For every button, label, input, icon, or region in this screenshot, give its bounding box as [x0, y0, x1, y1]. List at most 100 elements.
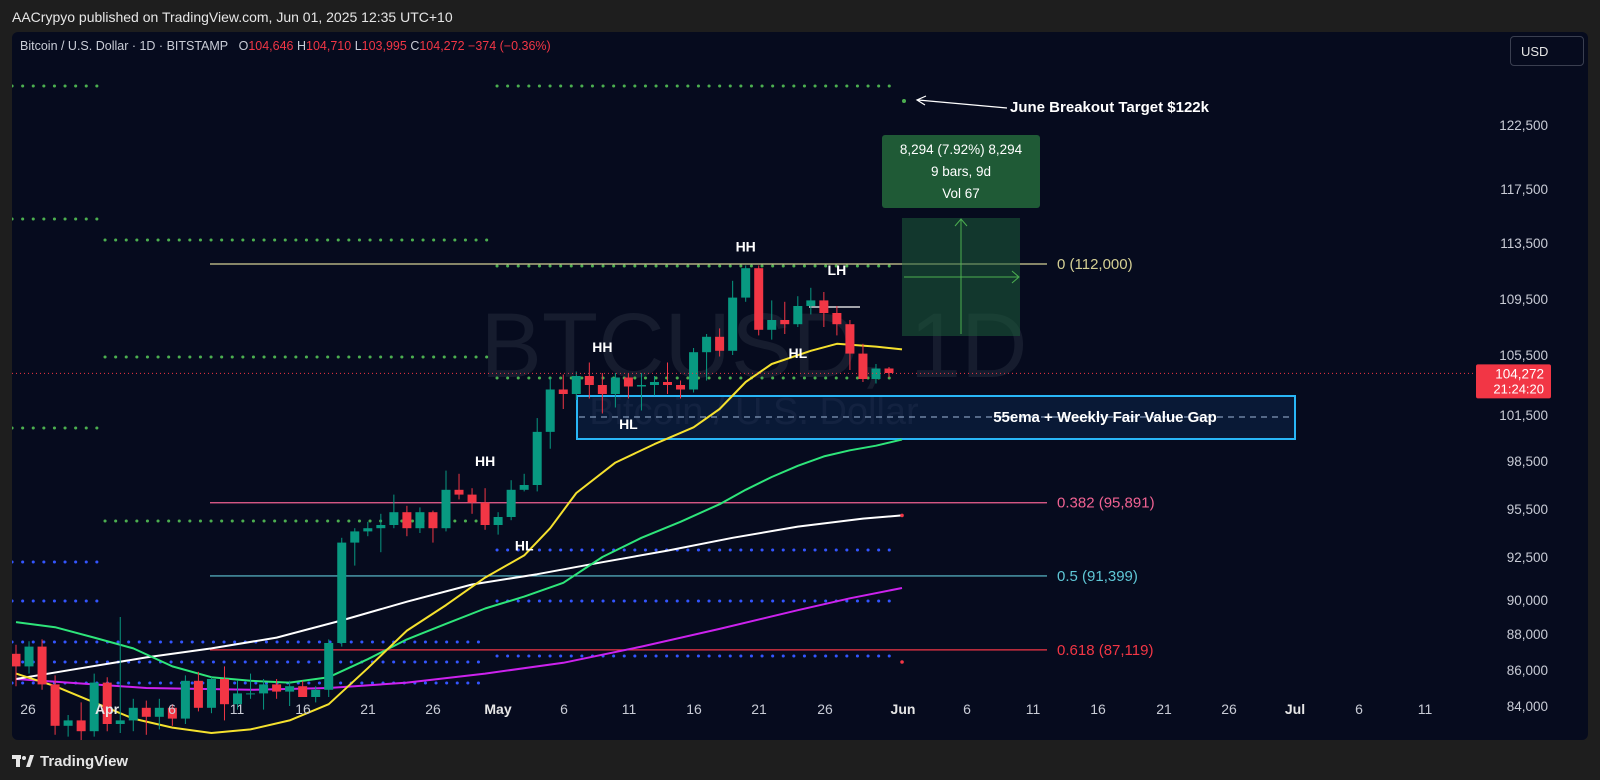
symbol-legend: Bitcoin / U.S. Dollar · 1D · BITSTAMP O1…	[20, 39, 551, 53]
candle[interactable]	[298, 680, 308, 697]
candle[interactable]	[519, 473, 529, 492]
candle[interactable]	[402, 505, 412, 537]
tradingview-logo-icon	[12, 755, 34, 767]
candle[interactable]	[741, 265, 751, 302]
candle[interactable]	[193, 671, 203, 712]
candle[interactable]	[884, 367, 894, 378]
candle[interactable]	[428, 510, 438, 543]
candle[interactable]	[780, 301, 790, 334]
candle-body	[37, 646, 47, 685]
breakout-arrow-head	[915, 95, 927, 106]
candle[interactable]	[493, 512, 503, 535]
candle[interactable]	[337, 537, 347, 647]
structure-label: HL	[515, 538, 534, 554]
candle-body	[545, 389, 555, 432]
candle[interactable]	[219, 666, 229, 721]
candle-body	[324, 643, 334, 690]
candle[interactable]	[389, 494, 399, 529]
candle[interactable]	[441, 470, 451, 532]
candle[interactable]	[76, 702, 86, 740]
footer-bar: TradingView	[0, 740, 1600, 780]
candle[interactable]	[363, 521, 373, 537]
candle-body	[597, 385, 607, 394]
structure-label: HH	[592, 339, 612, 355]
candle[interactable]	[311, 686, 321, 703]
candle-body	[259, 684, 269, 694]
chart-panel[interactable]: BTCUSD, 1D Bitcoin / U.S. Dollar 0 (112,0…	[12, 32, 1588, 740]
candle[interactable]	[871, 364, 881, 384]
candle[interactable]	[558, 374, 568, 410]
candle[interactable]	[545, 377, 555, 449]
candle[interactable]	[663, 362, 672, 395]
candle-body	[167, 707, 177, 719]
candle[interactable]	[845, 320, 855, 370]
currency-button[interactable]: USD	[1510, 36, 1584, 66]
candle[interactable]	[180, 675, 190, 724]
candle-body	[76, 720, 86, 732]
candle[interactable]	[24, 641, 34, 674]
candle[interactable]	[728, 280, 738, 355]
candle[interactable]	[37, 639, 47, 690]
candle[interactable]	[128, 698, 138, 732]
candle[interactable]	[102, 677, 112, 732]
time-axis-tick: 26	[425, 701, 441, 717]
candle-body	[806, 300, 816, 306]
candle[interactable]	[89, 673, 99, 737]
candle[interactable]	[206, 677, 216, 714]
candle[interactable]	[584, 362, 594, 399]
time-axis-tick: 11	[1026, 701, 1041, 717]
candle[interactable]	[233, 680, 243, 710]
publisher-bar: AACrypyo published on TradingView.com, J…	[0, 0, 1600, 32]
candle[interactable]	[806, 287, 816, 315]
candle[interactable]	[610, 373, 620, 408]
last-price-badge	[1476, 364, 1551, 399]
candle[interactable]	[154, 698, 164, 730]
candle[interactable]	[141, 700, 151, 735]
candle-body	[858, 353, 868, 379]
candle[interactable]	[454, 473, 464, 500]
candle-body	[441, 489, 451, 529]
candle[interactable]	[12, 644, 21, 687]
candle[interactable]	[858, 343, 868, 382]
candle-body	[180, 680, 190, 719]
candle-body	[793, 306, 803, 325]
candle[interactable]	[63, 715, 73, 737]
candle[interactable]	[285, 680, 295, 706]
candle[interactable]	[376, 513, 386, 553]
candle[interactable]	[532, 418, 542, 492]
candle[interactable]	[167, 704, 177, 726]
candle[interactable]	[689, 348, 699, 393]
fib-level-label: 0.5 (91,399)	[1057, 568, 1138, 585]
candle[interactable]	[272, 679, 282, 699]
candle[interactable]	[636, 373, 646, 411]
tradingview-logo[interactable]: TradingView	[12, 752, 128, 770]
fib-level-label: 0 (112,000)	[1057, 256, 1133, 273]
candle[interactable]	[649, 376, 659, 396]
candle[interactable]	[480, 488, 490, 530]
candle[interactable]	[832, 306, 842, 336]
candle[interactable]	[571, 371, 581, 401]
candle[interactable]	[819, 292, 829, 327]
candle[interactable]	[350, 528, 360, 566]
candle[interactable]	[259, 679, 269, 710]
candle[interactable]	[702, 334, 712, 381]
fair-value-gap-label: 55ema + Weekly Fair Value Gap	[993, 409, 1217, 426]
candle[interactable]	[767, 300, 777, 340]
time-axis-tick: 26	[817, 701, 833, 717]
candle[interactable]	[715, 328, 725, 357]
candle[interactable]	[246, 673, 256, 699]
candle[interactable]	[623, 373, 633, 399]
candle-body	[454, 489, 464, 495]
candle[interactable]	[415, 507, 425, 533]
candle[interactable]	[467, 488, 477, 514]
candle[interactable]	[754, 265, 764, 336]
candle[interactable]	[676, 380, 686, 399]
candle[interactable]	[50, 675, 60, 735]
candle[interactable]	[324, 639, 334, 697]
candle[interactable]	[506, 480, 516, 521]
candle[interactable]	[597, 373, 607, 414]
candle[interactable]	[115, 617, 125, 733]
candle[interactable]	[793, 296, 803, 327]
candle-body	[584, 376, 594, 385]
